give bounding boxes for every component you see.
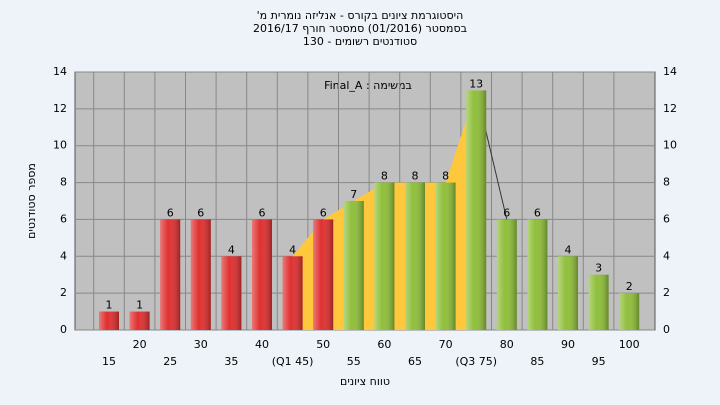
value-label: 7 [350, 188, 357, 201]
y-tick-label: 10 [53, 139, 67, 152]
x-tick-label: 100 [619, 338, 640, 351]
value-label: 8 [442, 170, 449, 183]
value-label: 2 [626, 280, 633, 293]
y-tick-label: 4 [60, 249, 67, 262]
y-tick-label: 2 [60, 286, 67, 299]
value-label: 6 [320, 206, 327, 219]
y-tick-label-right: 0 [663, 323, 670, 336]
value-label: 8 [412, 170, 419, 183]
y-tick-label-right: 6 [663, 212, 670, 225]
value-label: 4 [565, 243, 572, 256]
bar-shade [496, 219, 517, 330]
value-label: 4 [228, 243, 235, 256]
x-tick-label: 35 [224, 355, 238, 368]
y-tick-label: 6 [60, 212, 67, 225]
x-tick-label: (Q3 75) [455, 355, 497, 368]
bar-shade [252, 219, 272, 330]
y-tick-label-right: 12 [663, 102, 677, 115]
chart-subtitle: סטודנטים רשומים - 130 [303, 35, 417, 48]
bar-shade [619, 293, 640, 330]
x-tick-label: 60 [377, 338, 391, 351]
y-tick-label: 14 [53, 65, 67, 78]
value-label: 1 [136, 299, 143, 312]
bar-shade [313, 219, 334, 330]
y-tick-label-right: 14 [663, 65, 677, 78]
bar-shade [466, 90, 487, 330]
bar-shade [588, 274, 609, 330]
value-label: 3 [595, 262, 602, 275]
annotation: Final_A : במשימה [324, 79, 412, 92]
value-label: 4 [289, 243, 296, 256]
y-tick-label-right: 2 [663, 286, 670, 299]
x-tick-label: 55 [347, 355, 361, 368]
x-tick-label: 85 [530, 355, 544, 368]
bar-shade [282, 256, 303, 330]
y-tick-label-right: 4 [663, 249, 670, 262]
x-tick-label: 80 [500, 338, 514, 351]
x-tick-label: 25 [163, 355, 177, 368]
value-label: 6 [167, 206, 174, 219]
bar-shade [129, 311, 150, 330]
value-label: 6 [197, 206, 204, 219]
value-label: 13 [469, 77, 483, 90]
chart-subtitle: בסמסטר (01/2016) סמסטר חורף 2016/17 [253, 22, 467, 35]
value-label: 6 [534, 206, 541, 219]
value-label: 1 [106, 299, 113, 312]
x-tick-label: 20 [133, 338, 147, 351]
bar-shade [160, 219, 181, 330]
bar-shade [374, 182, 395, 330]
value-label: 8 [381, 170, 388, 183]
y-tick-label-right: 10 [663, 139, 677, 152]
y-tick-label-right: 8 [663, 176, 670, 189]
x-tick-label: 95 [592, 355, 606, 368]
bar-shade [435, 182, 456, 330]
bar-shade [558, 256, 578, 330]
y-tick-label: 12 [53, 102, 67, 115]
y-tick-label: 0 [60, 323, 67, 336]
bar-shade [343, 201, 364, 330]
x-tick-label: (Q1 45) [272, 355, 314, 368]
x-tick-label: 15 [102, 355, 116, 368]
x-tick-label: 90 [561, 338, 575, 351]
bar-shade [221, 256, 242, 330]
chart-title: היסטוגרמת ציונים בקורס - אנליזה נומרית מ… [257, 9, 464, 22]
x-tick-label: 50 [316, 338, 330, 351]
x-tick-label: 30 [194, 338, 208, 351]
bar-shade [99, 311, 119, 330]
x-axis-label: טווח ציונים [340, 375, 390, 388]
value-label: 6 [259, 206, 266, 219]
x-tick-label: 65 [408, 355, 422, 368]
y-axis-label: מספר סטודנטים [25, 163, 38, 239]
value-label: 6 [503, 206, 510, 219]
bar-shade [190, 219, 211, 330]
bar-shade [527, 219, 548, 330]
y-tick-label: 8 [60, 176, 67, 189]
x-tick-label: 70 [439, 338, 453, 351]
x-tick-label: 40 [255, 338, 269, 351]
bar-shade [405, 182, 425, 330]
